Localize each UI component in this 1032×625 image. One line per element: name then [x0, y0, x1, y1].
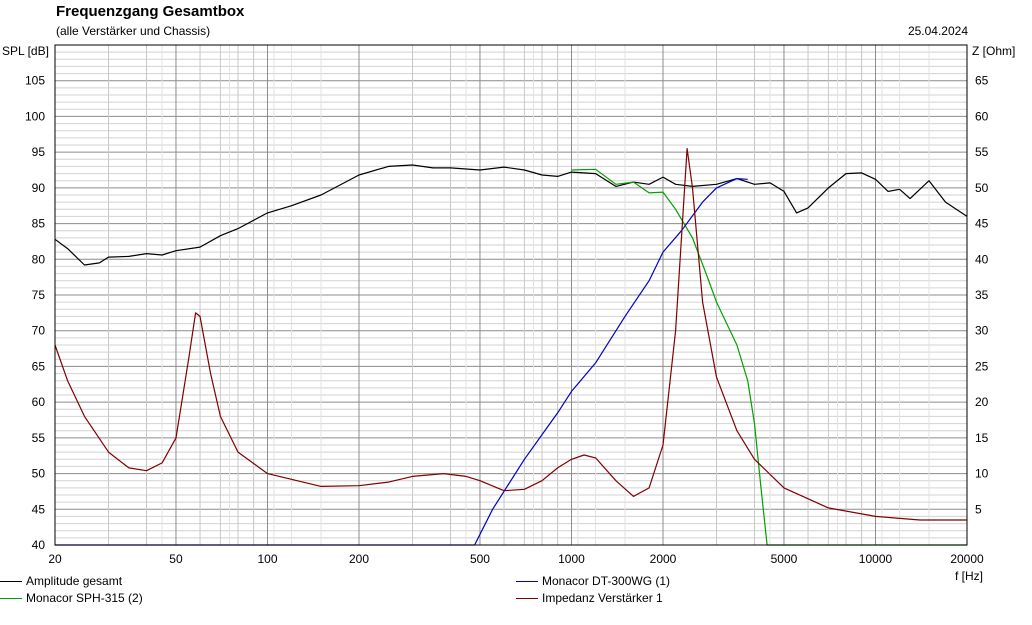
y-tick-label: 40	[32, 538, 46, 552]
series-line-1	[54, 164, 968, 266]
legend-item: Monacor DT-300WG (1)	[516, 574, 670, 588]
x-axis-label: f [Hz]	[955, 569, 984, 583]
grid	[54, 44, 968, 546]
y2-tick-label: 30	[975, 324, 989, 338]
y-tick-label: 60	[32, 395, 46, 409]
y-tick-label: 65	[32, 359, 46, 373]
y-axis-label: SPL [dB]	[2, 44, 49, 58]
y-tick-label: 85	[32, 217, 46, 231]
legend-label: Monacor SPH-315 (2)	[26, 591, 143, 605]
y2-tick-label: 45	[975, 217, 989, 231]
chart-subtitle: (alle Verstärker und Chassis)	[56, 24, 211, 38]
y2-tick-label: 5	[975, 502, 982, 516]
y-tick-label: 45	[32, 502, 46, 516]
y2-tick-label: 65	[975, 74, 989, 88]
y2-tick-label: 50	[975, 181, 989, 195]
y2-tick-label: 35	[975, 288, 989, 302]
y-tick-label: 55	[32, 431, 46, 445]
x-tick-label: 1000	[558, 552, 585, 566]
legend-swatch	[516, 597, 538, 599]
series-line-2	[571, 168, 967, 546]
legend-item: Monacor SPH-315 (2)	[0, 591, 143, 605]
y2-tick-label: 15	[975, 431, 989, 445]
x-tick-label: 2000	[650, 552, 677, 566]
y2-tick-label: 20	[975, 395, 989, 409]
y-tick-label: 105	[25, 74, 45, 88]
y-tick-label: 95	[32, 145, 46, 159]
chart-title: Frequenzgang Gesamtbox	[56, 3, 245, 20]
series-line-4	[54, 148, 967, 521]
y2-tick-label: 60	[975, 109, 989, 123]
series-lines	[54, 148, 968, 546]
y-tick-label: 50	[32, 467, 46, 481]
y-tick-label: 70	[32, 324, 46, 338]
legend-label: Monacor DT-300WG (1)	[542, 574, 671, 588]
x-tick-label: 5000	[771, 552, 798, 566]
x-tick-label: 10000	[859, 552, 893, 566]
legend-swatch	[516, 580, 538, 582]
legend-item: Amplitude gesamt	[0, 574, 122, 588]
x-tick-label: 100	[257, 552, 277, 566]
y2-tick-label: 10	[975, 467, 989, 481]
y2-axis-label: Z [Ohm]	[972, 44, 1016, 58]
y-tick-label: 100	[25, 109, 45, 123]
chart-date: 25.04.2024	[907, 24, 968, 38]
x-tick-label: 200	[349, 552, 369, 566]
plot-frame	[54, 44, 968, 546]
y2-tick-label: 25	[975, 359, 989, 373]
x-tick-label: 20	[48, 552, 62, 566]
y-tick-label: 80	[32, 252, 46, 266]
y-tick-label: 90	[32, 181, 46, 195]
series-line-3	[55, 178, 748, 546]
legend-label: Amplitude gesamt	[26, 574, 123, 588]
legend-label: Impedanz Verstärker 1	[542, 591, 663, 605]
x-tick-label: 500	[470, 552, 490, 566]
y-tick-label: 75	[32, 288, 46, 302]
legend-swatch	[0, 597, 22, 599]
ticks: 20 50 100 200 500 1000 2000 5000 10000 20000 40 45 5…	[25, 74, 989, 566]
legend-item: Impedanz Verstärker 1	[516, 591, 663, 605]
x-tick-label: 20000	[950, 552, 984, 566]
y2-tick-label: 55	[975, 145, 989, 159]
legend-swatch	[0, 580, 22, 582]
y2-tick-label: 40	[975, 252, 989, 266]
x-tick-label: 50	[169, 552, 183, 566]
